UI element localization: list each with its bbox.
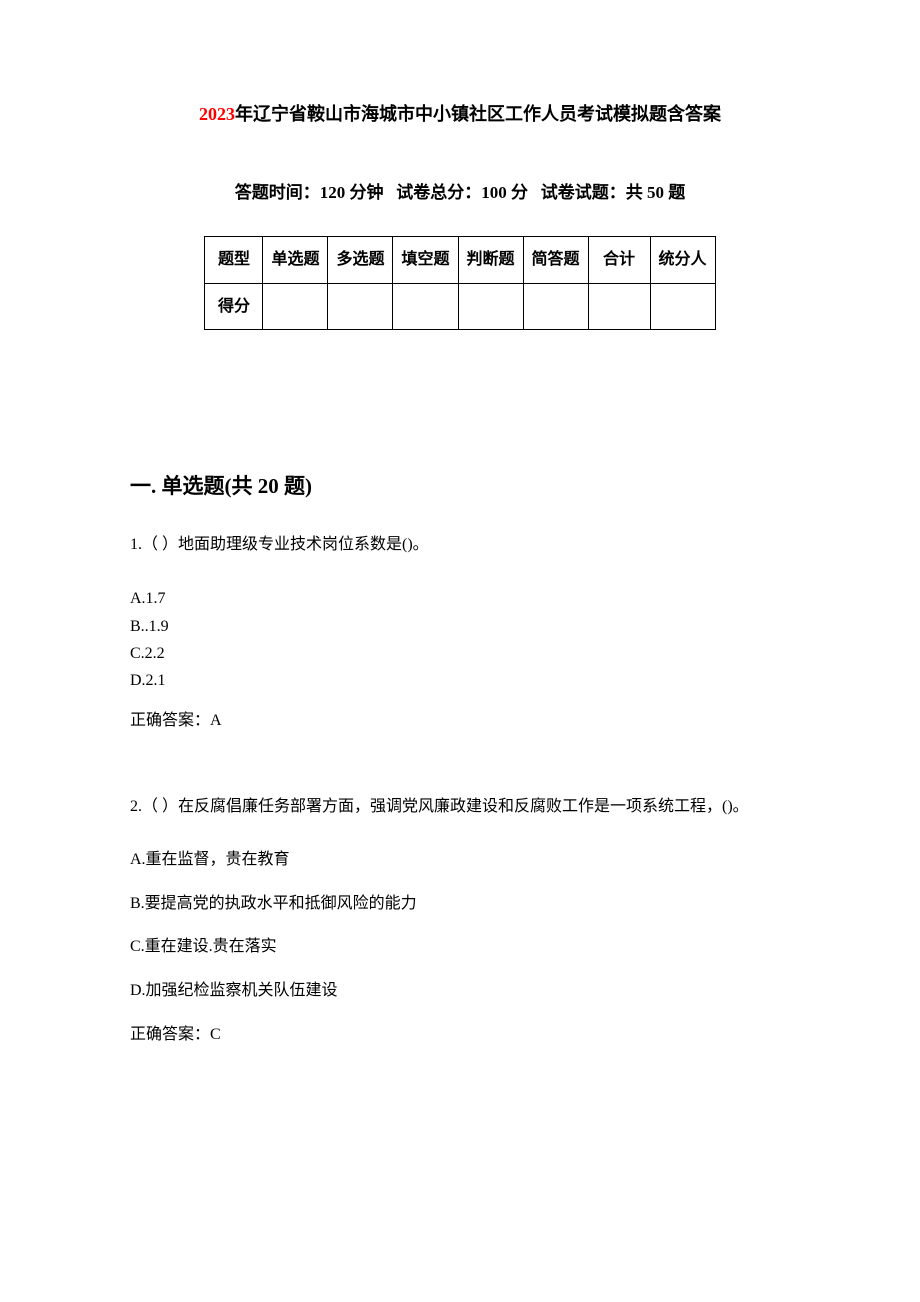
table-header-cell: 单选题: [263, 236, 328, 283]
table-header-cell: 统分人: [650, 236, 715, 283]
table-header-cell: 简答题: [523, 236, 588, 283]
option-c: C.2.2: [130, 640, 790, 667]
option-b: B..1.9: [130, 613, 790, 640]
options-list: A.1.7 B..1.9 C.2.2 D.2.1: [130, 585, 790, 694]
option-d: D.2.1: [130, 667, 790, 694]
option-b: B.要提高党的执政水平和抵御风险的能力: [130, 891, 790, 917]
options-list: A.重在监督，贵在教育 B.要提高党的执政水平和抵御风险的能力 C.重在建设.贵…: [130, 847, 790, 1003]
total-value: 100 分: [481, 183, 528, 202]
correct-answer: 正确答案：A: [130, 708, 790, 734]
table-cell: [588, 283, 650, 330]
correct-answer: 正确答案：C: [130, 1022, 790, 1048]
option-a: A.1.7: [130, 585, 790, 612]
table-cell: [328, 283, 393, 330]
title-text: 年辽宁省鞍山市海城市中小镇社区工作人员考试模拟题含答案: [235, 104, 721, 124]
table-row: 得分: [205, 283, 715, 330]
table-header-cell: 合计: [588, 236, 650, 283]
time-label: 答题时间：: [235, 183, 320, 202]
question-block: 1.（ ）地面助理级专业技术岗位系数是()。 A.1.7 B..1.9 C.2.…: [130, 532, 790, 734]
total-label: 试卷总分：: [396, 183, 481, 202]
option-c: C.重在建设.贵在落实: [130, 934, 790, 960]
table-cell: [523, 283, 588, 330]
exam-info-line: 答题时间：120 分钟 试卷总分：100 分 试卷试题：共 50 题: [130, 179, 790, 206]
score-table: 题型 单选题 多选题 填空题 判断题 简答题 合计 统分人 得分: [204, 236, 715, 330]
table-cell: 得分: [205, 283, 263, 330]
title-year: 2023: [199, 104, 235, 124]
option-d: D.加强纪检监察机关队伍建设: [130, 978, 790, 1004]
table-cell: [458, 283, 523, 330]
document-title: 2023年辽宁省鞍山市海城市中小镇社区工作人员考试模拟题含答案: [130, 100, 790, 129]
count-label: 试卷试题：: [541, 183, 626, 202]
table-header-cell: 判断题: [458, 236, 523, 283]
table-cell: [393, 283, 458, 330]
count-value: 共 50 题: [626, 183, 686, 202]
table-header-cell: 多选题: [328, 236, 393, 283]
option-a: A.重在监督，贵在教育: [130, 847, 790, 873]
question-block: 2.（ ）在反腐倡廉任务部署方面，强调党风廉政建设和反腐败工作是一项系统工程，(…: [130, 794, 790, 1048]
time-value: 120 分钟: [320, 183, 384, 202]
section-heading: 一. 单选题(共 20 题): [130, 470, 790, 504]
question-text: 2.（ ）在反腐倡廉任务部署方面，强调党风廉政建设和反腐败工作是一项系统工程，(…: [130, 794, 790, 820]
table-header-cell: 填空题: [393, 236, 458, 283]
question-text: 1.（ ）地面助理级专业技术岗位系数是()。: [130, 532, 790, 558]
table-header-cell: 题型: [205, 236, 263, 283]
table-row: 题型 单选题 多选题 填空题 判断题 简答题 合计 统分人: [205, 236, 715, 283]
table-cell: [263, 283, 328, 330]
table-cell: [650, 283, 715, 330]
